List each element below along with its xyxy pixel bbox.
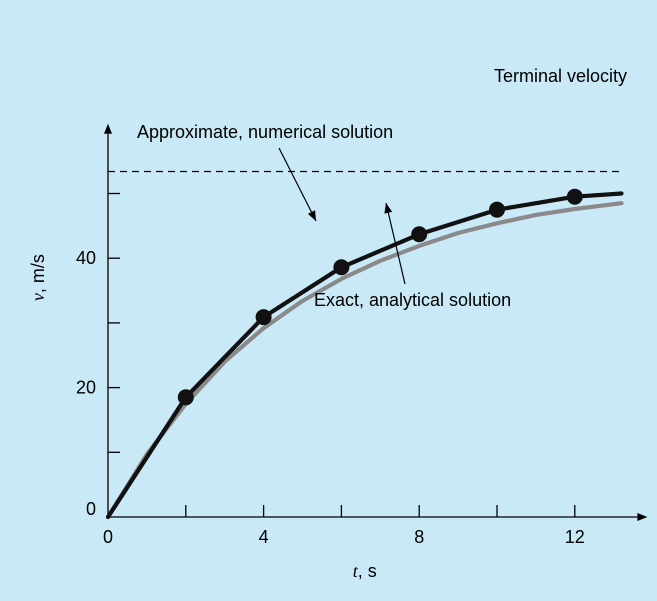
exact-solution-curve <box>105 201 624 520</box>
x-tick-label: 4 <box>259 527 269 547</box>
approximate-solution-label: Approximate, numerical solution <box>137 122 393 142</box>
exact-leader-arrowhead <box>384 203 393 214</box>
approximate-solution-point <box>177 389 194 406</box>
x-axis-title: t, s <box>353 561 377 581</box>
series-layer <box>105 147 624 520</box>
approximate-leader-line <box>278 147 317 222</box>
approximate-solution-point <box>566 188 583 205</box>
annotation-layer: Terminal velocity Approximate, numerical… <box>137 66 627 310</box>
y-tick-label: 0 <box>86 499 96 519</box>
x-tick-label: 12 <box>565 527 585 547</box>
axes-layer: 0 4 8 12 0 20 40 t, s v, m/s <box>28 123 648 581</box>
terminal-velocity-label: Terminal velocity <box>494 66 627 86</box>
x-axis-arrow <box>637 513 648 521</box>
approximate-solution-point <box>411 226 428 243</box>
y-axis-arrow <box>104 123 112 134</box>
approximate-solution-point <box>489 201 505 218</box>
y-tick-label: 40 <box>76 248 96 268</box>
approximate-solution-point <box>333 259 350 276</box>
exact-solution-label: Exact, analytical solution <box>314 290 511 310</box>
approximate-solution-point <box>255 309 272 326</box>
y-axis-title: v, m/s <box>28 254 48 301</box>
y-tick-label: 20 <box>76 378 96 398</box>
approximate-solution-line <box>105 191 624 520</box>
x-tick-label: 8 <box>414 527 424 547</box>
x-tick-label: 0 <box>103 527 113 547</box>
approximate-leader-arrowhead <box>307 210 316 221</box>
exact-leader-line <box>385 202 406 285</box>
